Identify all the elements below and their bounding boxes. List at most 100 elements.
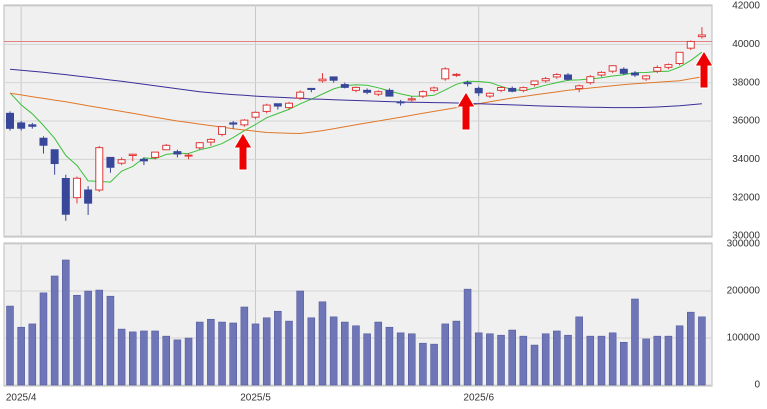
candle-body xyxy=(374,91,383,95)
candle-body xyxy=(106,156,115,168)
volume-bar xyxy=(162,335,170,386)
volume-bar xyxy=(530,344,539,386)
candle-body xyxy=(162,144,171,151)
candle-body xyxy=(441,68,450,80)
candle-body xyxy=(329,76,338,81)
candle-body xyxy=(508,87,517,92)
candle-body xyxy=(206,138,215,143)
candle-body xyxy=(251,111,260,118)
y-tick-label: 34000 xyxy=(732,154,760,165)
arrow xyxy=(456,91,476,131)
volume-bar xyxy=(597,335,606,386)
volume-bar xyxy=(430,343,438,386)
volume-bar xyxy=(541,333,550,386)
arrows xyxy=(233,50,714,171)
volume-bar xyxy=(229,322,237,386)
volume-bar xyxy=(341,321,349,386)
volume-bar xyxy=(262,317,271,386)
x-tick-label: 2025/6 xyxy=(463,393,494,404)
y-tick-label: 42000 xyxy=(732,1,760,12)
candle-body xyxy=(675,51,684,65)
candle-body xyxy=(564,74,572,80)
candle-body xyxy=(619,68,628,74)
candle-body xyxy=(463,82,472,85)
volume-bar xyxy=(106,295,115,386)
candle-body xyxy=(95,147,104,191)
candle-body xyxy=(318,78,327,82)
y-tick-label: 32000 xyxy=(732,192,760,203)
candle-body xyxy=(597,71,606,76)
volume-bar xyxy=(408,333,416,386)
candle-body xyxy=(28,124,37,127)
arrow xyxy=(233,132,253,171)
candle-body xyxy=(642,75,651,80)
candle-body xyxy=(195,142,204,149)
volume-bar xyxy=(307,317,316,386)
volume-bar xyxy=(352,325,360,386)
volume-bar xyxy=(441,323,449,386)
volume-bar xyxy=(62,259,70,386)
volume-bar xyxy=(642,338,650,386)
plot-layer: 2025/4 2025/5 2025/6 30000 32000 34000 36000 38… xyxy=(4,1,760,404)
candle-body xyxy=(229,122,238,125)
volume-bar xyxy=(519,335,528,386)
x-tick-label: 2025/4 xyxy=(6,393,37,404)
volume-bar xyxy=(151,330,159,386)
y-tick-label: 38000 xyxy=(732,77,760,88)
volume-bar xyxy=(698,316,706,386)
y-tick-label: 300000 xyxy=(727,239,761,250)
candle-body xyxy=(262,104,271,112)
candle-body xyxy=(340,84,349,88)
volume-bar xyxy=(497,334,505,386)
candle-body xyxy=(218,126,227,135)
volume-bar xyxy=(173,339,182,386)
candle-body xyxy=(17,122,26,129)
candle-body xyxy=(363,89,372,93)
volume-bar xyxy=(117,328,126,386)
volume-bar xyxy=(73,294,81,386)
candle-body xyxy=(117,159,126,164)
volume-bar xyxy=(329,316,338,386)
candle-body xyxy=(697,34,706,38)
candle-body xyxy=(307,87,316,90)
volume-bar xyxy=(17,326,25,386)
candle-body xyxy=(396,101,405,104)
candle-body xyxy=(240,119,249,126)
candle-body xyxy=(128,153,137,157)
volume-bar xyxy=(285,320,293,386)
volume-bar xyxy=(620,341,628,386)
candle-body xyxy=(39,137,48,146)
volume-bar xyxy=(687,311,695,386)
candle-body xyxy=(151,151,160,158)
candle-body xyxy=(72,177,81,199)
y-tick-label: 100000 xyxy=(727,333,761,344)
volume-bar xyxy=(653,335,662,386)
candle-body xyxy=(418,91,427,97)
volume-bar xyxy=(363,333,371,386)
candle-body xyxy=(485,92,494,97)
volume-bar xyxy=(50,275,59,386)
volume-bar xyxy=(564,334,572,386)
volume-bar xyxy=(6,305,14,386)
candle-body xyxy=(50,149,59,165)
volume-bar xyxy=(608,332,617,386)
volume-bar xyxy=(274,310,282,386)
volume-bar xyxy=(240,306,249,386)
volume-bar xyxy=(296,290,304,386)
candle-body xyxy=(61,178,70,215)
candle-body xyxy=(653,67,662,72)
volume-bar xyxy=(575,316,583,386)
candle-body xyxy=(575,85,584,89)
volume-bar xyxy=(195,321,204,386)
candle-body xyxy=(497,87,506,91)
candle-body xyxy=(184,154,193,157)
y-tick-label: 36000 xyxy=(732,116,760,127)
volume-bar xyxy=(631,298,639,386)
volume-bar xyxy=(474,332,483,386)
candle-body xyxy=(430,87,439,91)
candle-body xyxy=(285,102,293,109)
candle-body xyxy=(84,189,93,204)
y-tick-label: 0 xyxy=(754,380,760,391)
